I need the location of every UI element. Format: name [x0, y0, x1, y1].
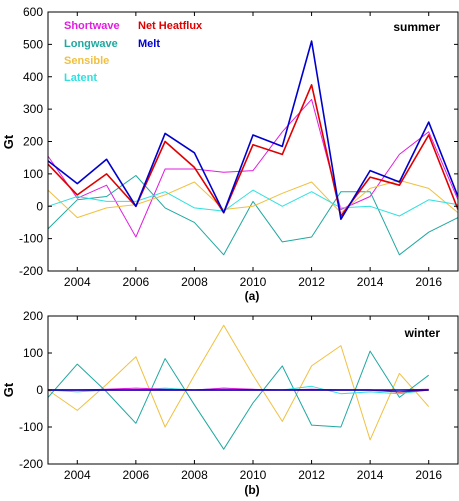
summer-series-shortwave [47, 98, 459, 238]
winter-x-tick-label: 2010 [240, 468, 267, 482]
summer-y-tick-label: -200 [19, 264, 43, 278]
summer-tick-layer: 2004 2006 2008 2010 2012 2014 2016 -200 -100 0 100… [19, 5, 458, 289]
summer-series-latent [47, 189, 459, 217]
summer-x-tick-label: 2010 [240, 275, 267, 289]
summer-x-tick-label: 2004 [64, 275, 91, 289]
legend-melt: Melt [138, 38, 160, 50]
winter-panel: 2004 2006 2008 2010 2012 2014 2016 -200 -100 0 100… [1, 309, 459, 497]
summer-y-tick-label: 200 [23, 135, 43, 149]
winter-y-tick-label: -100 [19, 420, 43, 434]
summer-y-tick-label: 0 [36, 199, 43, 213]
summer-y-tick-label: 400 [23, 70, 43, 84]
summer-series-melt [47, 40, 459, 220]
summer-series-layer [47, 40, 459, 256]
winter-annotation: winter [404, 326, 441, 340]
legend-shortwave: Shortwave [64, 20, 120, 32]
winter-x-tick-label: 2006 [123, 468, 150, 482]
summer-x-tick-label: 2006 [123, 275, 150, 289]
winter-tick-layer: 2004 2006 2008 2010 2012 2014 2016 -200 -100 0 100… [19, 309, 458, 482]
winter-y-tick-label: 0 [36, 383, 43, 397]
summer-x-tick-label: 2014 [357, 275, 384, 289]
summer-y-tick-label: 600 [23, 5, 43, 19]
summer-plot-area [48, 12, 458, 271]
winter-x-tick-label: 2004 [64, 468, 91, 482]
summer-legend: Shortwave Net Heatflux Longwave Melt Sen… [64, 20, 203, 84]
winter-y-axis-label: Gt [1, 382, 16, 397]
legend-sensible: Sensible [64, 55, 109, 67]
winter-y-tick-label: -200 [19, 457, 43, 471]
winter-series-layer [47, 324, 430, 450]
legend-latent: Latent [64, 72, 97, 84]
summer-x-tick-label: 2016 [415, 275, 442, 289]
winter-series-sensible [47, 324, 430, 441]
winter-series-longwave [47, 350, 430, 450]
summer-panel-label: (a) [245, 289, 260, 303]
summer-y-tick-label: 300 [23, 102, 43, 116]
winter-panel-label: (b) [244, 483, 259, 497]
summer-y-tick-label: 500 [23, 37, 43, 51]
summer-series-net-heatflux [47, 84, 459, 217]
summer-annotation: summer [393, 20, 440, 34]
legend-net-heatflux: Net Heatflux [138, 20, 203, 32]
winter-x-tick-label: 2008 [181, 468, 208, 482]
summer-y-tick-label: -100 [19, 232, 43, 246]
winter-y-tick-label: 200 [23, 309, 43, 323]
summer-series-longwave [47, 175, 459, 256]
summer-y-axis-label: Gt [1, 134, 16, 149]
summer-y-tick-label: 100 [23, 167, 43, 181]
winter-x-tick-label: 2014 [357, 468, 384, 482]
winter-x-tick-label: 2016 [415, 468, 442, 482]
winter-x-tick-label: 2012 [298, 468, 325, 482]
summer-panel: 2004 2006 2008 2010 2012 2014 2016 -200 -100 0 100… [1, 5, 459, 303]
summer-x-tick-label: 2012 [298, 275, 325, 289]
summer-x-tick-label: 2008 [181, 275, 208, 289]
legend-longwave: Longwave [64, 38, 118, 50]
winter-y-tick-label: 100 [23, 346, 43, 360]
